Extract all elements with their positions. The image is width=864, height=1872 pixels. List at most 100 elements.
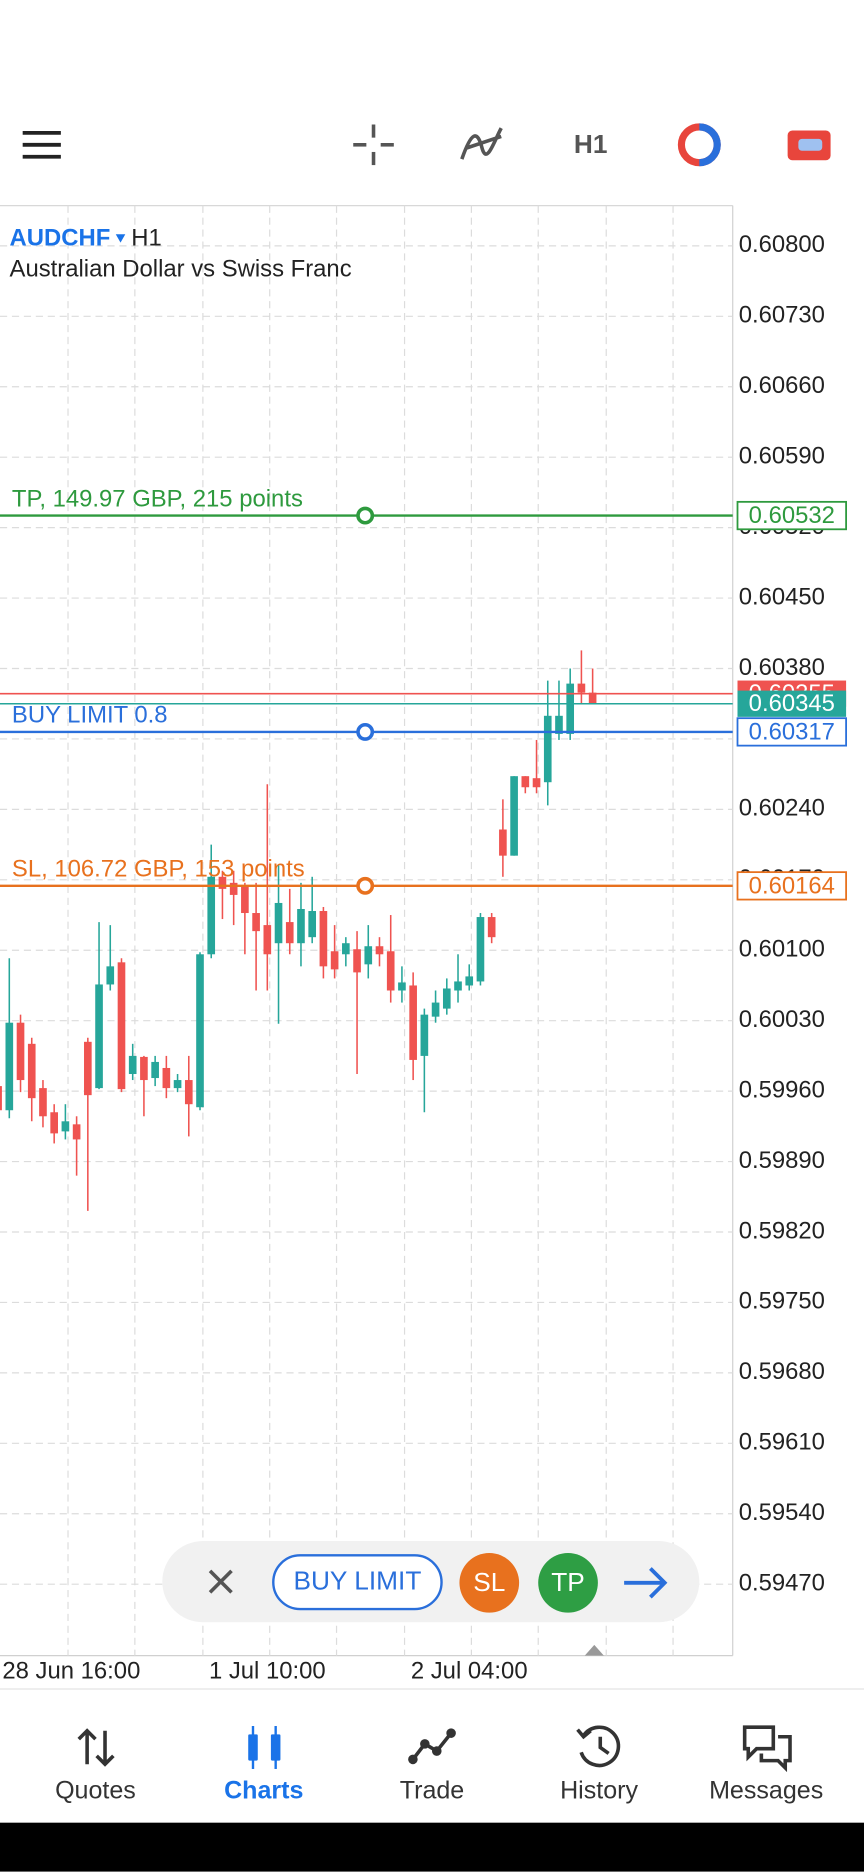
- messages-icon: [742, 1725, 792, 1773]
- candle-body: [297, 908, 305, 944]
- candle-body: [386, 951, 395, 991]
- level-label: SL, 106.72 GBP, 153 points: [12, 856, 305, 883]
- candle-body: [84, 1041, 92, 1096]
- candle-body: [0, 1086, 2, 1111]
- nav-item[interactable]: Trade: [400, 1776, 465, 1804]
- y-tick-label: 0.59680: [739, 1358, 825, 1385]
- candle-body: [555, 715, 563, 734]
- candle-body: [218, 876, 227, 889]
- candle-body: [274, 902, 283, 944]
- candle-body: [319, 911, 328, 967]
- quotes-icon: [77, 1728, 115, 1767]
- nav-item[interactable]: Charts: [224, 1776, 303, 1804]
- candle-body: [27, 1043, 36, 1099]
- close-button[interactable]: [208, 1569, 233, 1594]
- candle-body: [577, 683, 586, 693]
- y-tick-label: 0.60100: [739, 936, 825, 963]
- candle-body: [151, 1061, 159, 1079]
- y-tick-label: 0.60590: [739, 443, 825, 470]
- y-tick-label: 0.59610: [739, 1429, 825, 1456]
- symbol-dropdown[interactable]: [115, 234, 126, 243]
- timeframe-button[interactable]: H1: [574, 129, 608, 159]
- y-tick-label: 0.60800: [739, 231, 825, 258]
- level-handle[interactable]: [356, 506, 375, 525]
- candle-body: [241, 885, 249, 914]
- candle-body: [128, 1055, 137, 1075]
- one-click-button[interactable]: [677, 123, 721, 167]
- candle-body: [521, 776, 530, 788]
- buy-limit-button[interactable]: [272, 1554, 443, 1611]
- crosshair-button[interactable]: [353, 124, 394, 166]
- toolbar: H1: [22, 123, 831, 167]
- tp-label: TP: [551, 1567, 585, 1597]
- candle-body: [465, 976, 474, 986]
- y-tick-label: 0.59470: [739, 1569, 825, 1596]
- candle-body: [431, 1002, 440, 1017]
- x-tick-label: 28 Jun 16:00: [2, 1658, 140, 1685]
- candle-body: [398, 982, 406, 991]
- x-tick-label: 2 Jul 04:00: [411, 1658, 528, 1685]
- level-label: BUY LIMIT 0.8: [12, 702, 168, 729]
- chart-timeframe: H1: [131, 224, 161, 251]
- symbol[interactable]: AUDCHF: [10, 224, 111, 251]
- trade-icon: [408, 1728, 456, 1765]
- y-tick-label: 0.59540: [739, 1499, 825, 1526]
- candle-body: [308, 911, 317, 938]
- candle-body: [364, 946, 373, 965]
- candle-body: [353, 949, 361, 973]
- candle-body: [184, 1080, 193, 1105]
- sl-label: SL: [473, 1567, 505, 1597]
- system-bar: [0, 1822, 864, 1872]
- trade-button[interactable]: [787, 130, 831, 161]
- candle-body: [409, 985, 417, 1060]
- buy-limit-label: BUY LIMIT: [293, 1566, 421, 1596]
- x-axis: 28 Jun 16:00 1 Jul 10:00 2 Jul 04:00: [2, 1658, 527, 1685]
- candle-body: [476, 917, 485, 982]
- candle-body: [140, 1056, 148, 1081]
- nav-item[interactable]: Messages: [709, 1776, 823, 1804]
- symbol-description: Australian Dollar vs Swiss Franc: [10, 255, 352, 282]
- candle-body: [263, 925, 272, 955]
- charts-icon: [248, 1726, 281, 1769]
- candle-body: [229, 882, 238, 895]
- candle-body: [566, 683, 575, 734]
- y-tick-label: 0.60240: [739, 795, 825, 822]
- y-tick-label: 0.60030: [739, 1006, 825, 1033]
- y-axis: 0.608000.607300.606600.605900.605200.604…: [739, 231, 825, 1596]
- candle-body: [543, 715, 552, 783]
- level-box: [736, 500, 847, 531]
- order-bar: BUY LIMIT SL TP: [162, 1541, 700, 1656]
- indicators-button[interactable]: [460, 127, 503, 160]
- candle-body: [342, 943, 350, 955]
- price-box: [737, 690, 847, 717]
- level-price: 0.60164: [749, 872, 835, 899]
- bottom-nav: Quotes Charts Trade History Messages: [0, 1688, 864, 1804]
- sl-button[interactable]: [459, 1552, 520, 1613]
- candle-body: [61, 1121, 70, 1132]
- y-tick-label: 0.60450: [739, 583, 825, 610]
- nav-item[interactable]: History: [560, 1776, 638, 1804]
- candle-body: [72, 1124, 81, 1140]
- chart-frame: [0, 205, 734, 1657]
- level-box: [736, 871, 847, 901]
- candle-body: [420, 1014, 429, 1056]
- candle-body: [207, 876, 216, 955]
- level-handle[interactable]: [356, 876, 375, 895]
- candle-body: [454, 981, 462, 991]
- expand-handle[interactable]: [584, 1644, 604, 1656]
- y-tick-label: 0.60730: [739, 302, 825, 329]
- nav-item[interactable]: Quotes: [55, 1776, 136, 1804]
- candle-body: [375, 946, 384, 955]
- level-box: [736, 717, 847, 747]
- candle-body: [588, 692, 597, 704]
- candle-body: [106, 966, 115, 985]
- level-handle[interactable]: [356, 722, 375, 741]
- x-tick-label: 1 Jul 10:00: [209, 1658, 326, 1685]
- y-tick-label: 0.60660: [739, 372, 825, 399]
- y-tick-label: 0.59820: [739, 1217, 825, 1244]
- tp-button[interactable]: [538, 1552, 598, 1613]
- candle-body: [50, 1112, 58, 1134]
- menu-button[interactable]: [22, 130, 61, 159]
- next-button[interactable]: [624, 1567, 668, 1599]
